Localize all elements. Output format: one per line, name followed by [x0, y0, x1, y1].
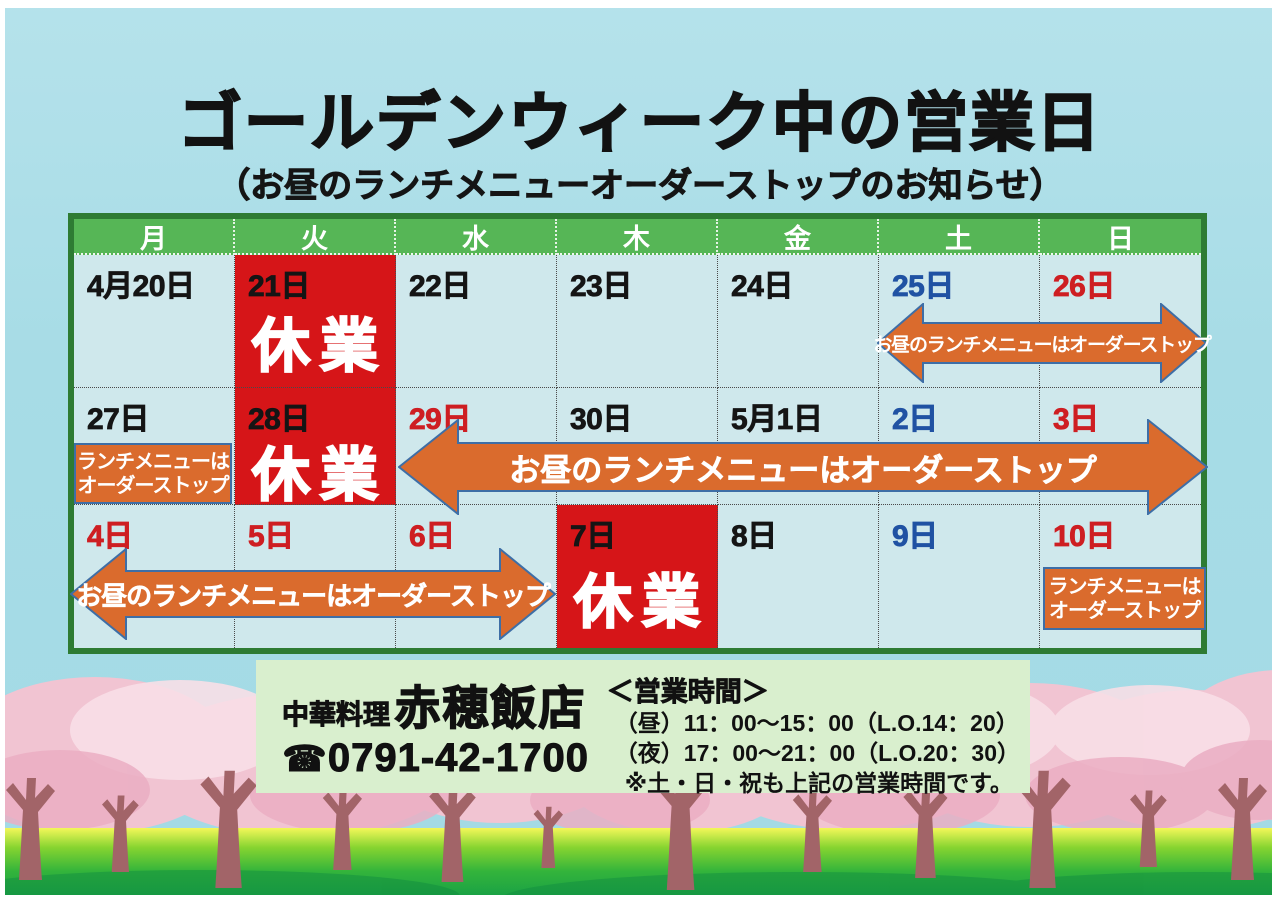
day-header-sat: 土: [879, 219, 1040, 255]
lunch-stop-arrow-bottom: お昼のランチメニューはオーダーストップ: [70, 548, 556, 640]
date-label: 8日: [731, 520, 778, 554]
stop-box-line: ランチメニューは: [77, 450, 230, 473]
date-label: 27日: [87, 403, 150, 437]
lunch-hours: （昼）11：00～15：00（L.O.14：20）: [614, 710, 1019, 736]
calendar-cell-closed: 21日休業: [235, 255, 396, 388]
day-header-wed: 水: [396, 219, 557, 255]
dinner-hours: （夜）17：00～21：00（L.O.20：30）: [614, 739, 1020, 766]
closed-label: 休業: [251, 442, 388, 509]
phone-number: 0791-42-1700: [327, 736, 589, 781]
closed-label: 休業: [251, 313, 388, 380]
calendar-cell: 8日: [718, 505, 879, 648]
double-arrow-icon: [70, 548, 556, 640]
date-label: 5日: [248, 520, 295, 554]
date-label: 22日: [409, 270, 472, 304]
lunch-stop-box-monday: ランチメニューは オーダーストップ: [74, 443, 232, 504]
hours-block: ＜営業時間＞ （昼）11：00～15：00（L.O.14：20） （夜）17：0…: [606, 668, 1020, 796]
date-label: 2日: [892, 403, 939, 437]
scan-margin: [1272, 0, 1280, 903]
date-label: 28日: [248, 403, 311, 437]
page-title: ゴールデンウィーク中の営業日: [177, 86, 1102, 160]
closed-label: 休業: [573, 569, 710, 636]
date-label: 10日: [1053, 520, 1116, 554]
date-label: 26日: [1053, 270, 1116, 304]
double-arrow-icon: [877, 303, 1207, 383]
day-header-sun: 日: [1040, 219, 1201, 255]
scan-margin: [0, 0, 1280, 8]
date-label: 21日: [248, 270, 311, 304]
stop-box-line: オーダーストップ: [1049, 599, 1201, 622]
date-label: 29日: [409, 403, 472, 437]
date-label: 6日: [409, 520, 456, 554]
date-label: 7日: [570, 520, 617, 554]
date-label: 23日: [570, 270, 633, 304]
date-label: 9日: [892, 520, 939, 554]
info-panel: 中華料理 赤穂飯店 ☎0791-42-1700 ＜営業時間＞ （昼）11：00～…: [256, 660, 1030, 796]
scan-margin: [0, 0, 5, 903]
double-arrow-icon: [398, 419, 1208, 515]
calendar-cell: 22日: [396, 255, 557, 388]
day-header-thu: 木: [557, 219, 718, 255]
stop-box-line: オーダーストップ: [77, 474, 230, 497]
calendar-cell: 23日: [557, 255, 718, 388]
page-subtitle: （お昼のランチメニューオーダーストップのお知らせ）: [216, 167, 1065, 206]
day-header-tue: 火: [235, 219, 396, 255]
arrow-label: お昼のランチメニューはオーダーストップ: [76, 580, 551, 611]
date-label: 4月20日: [87, 270, 196, 304]
cuisine-label: 中華料理: [282, 700, 391, 731]
date-label: 24日: [731, 270, 794, 304]
date-label: 30日: [570, 403, 633, 437]
restaurant-name: 赤穂飯店: [394, 682, 587, 735]
lunch-stop-arrow-top: お昼のランチメニューはオーダーストップ: [873, 303, 1212, 383]
day-header-fri: 金: [718, 219, 879, 255]
calendar-cell: 9日: [879, 505, 1040, 648]
day-header-mon: 月: [74, 219, 235, 255]
date-label: 25日: [892, 270, 955, 304]
restaurant-block: 中華料理 赤穂飯店 ☎0791-42-1700: [282, 668, 607, 785]
calendar-cell-closed: 28日休業: [235, 388, 396, 509]
calendar-cell: 4月20日: [74, 255, 235, 388]
date-label: 3日: [1053, 403, 1100, 437]
scan-margin: [0, 895, 1280, 903]
hours-note: ※土・日・祝も上記の営業時間です。: [624, 769, 1013, 796]
stop-box-line: ランチメニューは: [1048, 575, 1202, 598]
hours-title: ＜営業時間＞: [606, 677, 769, 708]
lunch-stop-arrow-middle: お昼のランチメニューはオーダーストップ: [398, 419, 1208, 515]
calendar-cell-closed: 7日休業: [557, 505, 718, 648]
phone-icon: ☎: [282, 738, 328, 780]
arrow-label: お昼のランチメニューはオーダーストップ: [509, 452, 1097, 488]
date-label: 4日: [87, 520, 134, 554]
calendar-cell: 24日: [718, 255, 879, 388]
arrow-label: お昼のランチメニューはオーダーストップ: [873, 334, 1211, 356]
lunch-stop-box-sunday: ランチメニューは オーダーストップ: [1043, 567, 1206, 630]
date-label: 5月1日: [731, 403, 824, 437]
